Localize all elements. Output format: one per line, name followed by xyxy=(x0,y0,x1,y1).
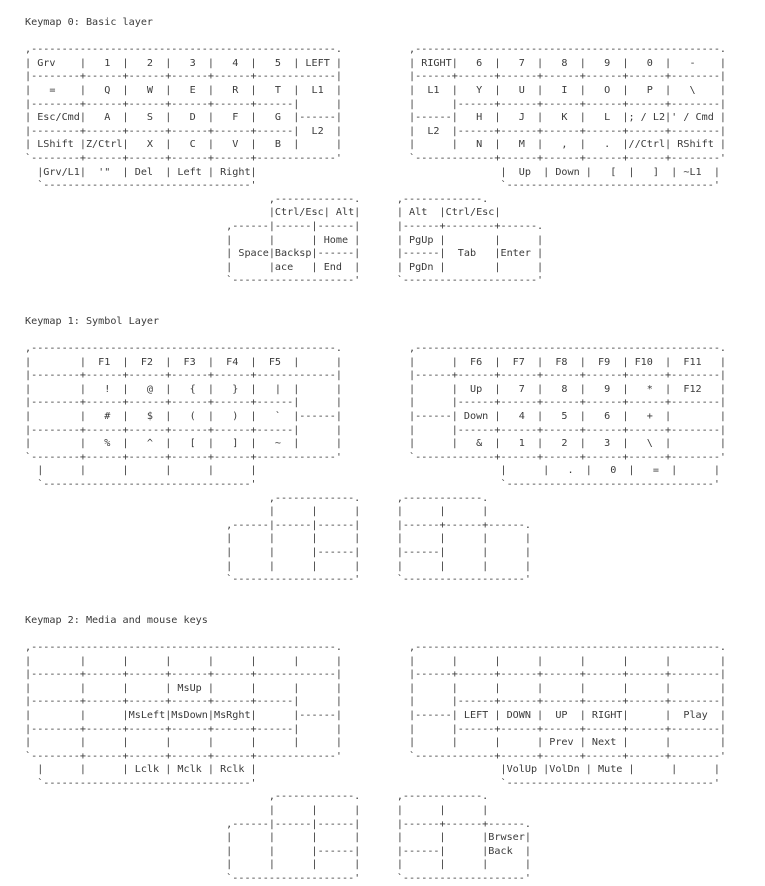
keymap-0-section: Keymap 0: Basic layer ,-----------------… xyxy=(25,16,765,288)
keymap-0-title: Keymap 0: Basic layer xyxy=(25,17,154,28)
keymap-2-title: Keymap 2: Media and mouse keys xyxy=(25,614,208,626)
keymap-1-title: Keymap 1: Symbol Layer xyxy=(25,315,160,327)
keymap-1-ascii-art: ,---------------------------------------… xyxy=(25,343,727,586)
keymap-2-ascii-art: ,---------------------------------------… xyxy=(25,641,727,885)
keymap-0-ascii-art: ,---------------------------------------… xyxy=(25,44,727,287)
keymap-2-section: Keymap 2: Media and mouse keys ,--------… xyxy=(25,614,765,886)
keymap-1-section: Keymap 1: Symbol Layer ,----------------… xyxy=(25,315,765,587)
